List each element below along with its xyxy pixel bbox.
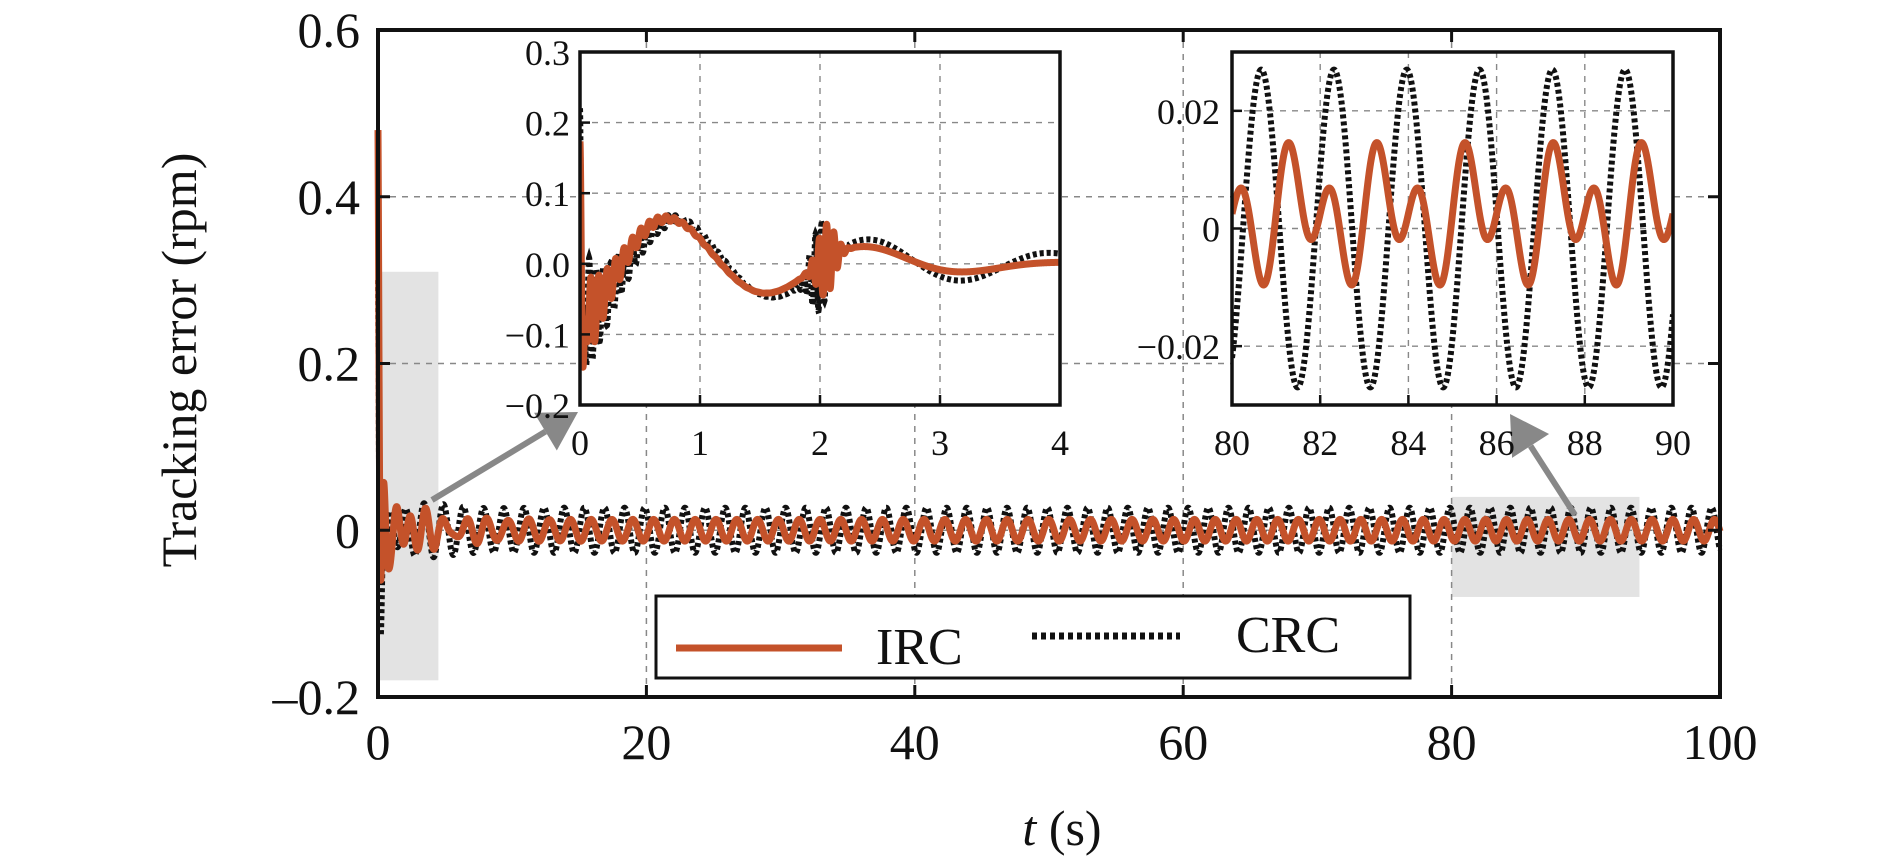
inset1-x-tick-label: 3 — [931, 423, 949, 463]
inset2-series-crc-line — [1232, 66, 1673, 391]
inset2-x-tick-label: 90 — [1655, 423, 1691, 463]
inset1-series-irc-line — [580, 140, 1060, 371]
inset2-x-tick-label: 84 — [1390, 423, 1426, 463]
zoom-arrow-2-head — [1510, 414, 1550, 458]
x-tick-label: 20 — [621, 714, 671, 770]
y-tick-label: 0.4 — [298, 169, 361, 225]
inset1-y-tick-label: 0.2 — [525, 104, 570, 144]
y-tick-label: 0.2 — [298, 336, 361, 392]
inset2-y-tick-label: 0.02 — [1157, 92, 1220, 132]
highlight-region-1 — [378, 271, 439, 681]
inset2-y-tick-label: −0.02 — [1137, 327, 1220, 367]
inset1-x-tick-label: 4 — [1051, 423, 1069, 463]
x-axis-label: t (s) — [1022, 800, 1101, 856]
series-irc-line — [374, 130, 1724, 584]
inset1-x-tick-label: 0 — [571, 423, 589, 463]
inset1-y-tick-label: −0.1 — [505, 315, 570, 355]
x-tick-label: 60 — [1158, 714, 1208, 770]
x-tick-label: 0 — [366, 714, 391, 770]
inset2-x-tick-label: 80 — [1214, 423, 1250, 463]
x-tick-label: 100 — [1683, 714, 1758, 770]
zoom-arrow-1-shaft — [430, 429, 548, 503]
y-axis-label: Tracking error (rpm) — [151, 153, 207, 568]
y-tick-label: –0.2 — [272, 669, 361, 725]
inset2-series-irc-line — [1232, 139, 1673, 289]
inset1-x-tick-label: 2 — [811, 423, 829, 463]
inset1-y-tick-label: 0.3 — [525, 33, 570, 73]
x-tick-label: 40 — [890, 714, 940, 770]
inset1-y-tick-label: 0.0 — [525, 245, 570, 285]
inset2-y-tick-label: 0 — [1202, 210, 1220, 250]
inset2-x-tick-label: 88 — [1567, 423, 1603, 463]
inset2-x-tick-label: 86 — [1479, 423, 1515, 463]
zoom-arrow-1-head — [534, 412, 578, 451]
x-tick-label: 80 — [1427, 714, 1477, 770]
legend-label-crc: CRC — [1236, 607, 1340, 664]
y-tick-label: 0.6 — [298, 2, 361, 58]
legend-label-irc: IRC — [876, 619, 963, 676]
inset2-x-tick-label: 82 — [1302, 423, 1338, 463]
inset1-x-tick-label: 1 — [691, 423, 709, 463]
zoom-arrow-2-shaft — [1528, 444, 1578, 517]
y-tick-label: 0 — [335, 502, 360, 558]
inset1-y-tick-label: −0.2 — [505, 386, 570, 426]
inset1-y-tick-label: 0.1 — [525, 174, 570, 214]
